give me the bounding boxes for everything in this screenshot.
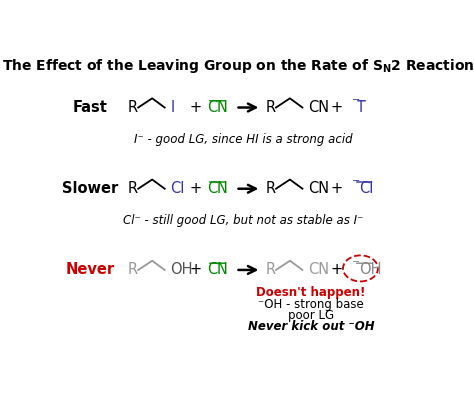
Text: OH: OH [171, 262, 193, 277]
Text: ⁻OH - strong base: ⁻OH - strong base [258, 298, 364, 311]
Text: Fast: Fast [73, 100, 108, 115]
Text: N: N [217, 100, 228, 115]
Text: CN: CN [308, 262, 329, 277]
Text: I: I [359, 100, 363, 115]
Text: +: + [330, 262, 343, 277]
Text: Slower: Slower [63, 181, 118, 196]
Text: R: R [128, 100, 138, 115]
Text: Cl: Cl [171, 181, 185, 196]
Text: +: + [330, 181, 343, 196]
Text: Doesn't happen!: Doesn't happen! [256, 285, 365, 298]
Text: CN: CN [308, 181, 329, 196]
Text: The Effect of the Leaving Group on the Rate of $\mathregular{S_N}$2 Reactions: The Effect of the Leaving Group on the R… [2, 57, 474, 75]
Text: C: C [207, 100, 218, 115]
Text: OH: OH [359, 262, 381, 277]
Text: poor LG: poor LG [288, 309, 334, 322]
Text: Never kick out ⁻OH: Never kick out ⁻OH [247, 320, 374, 333]
Text: N: N [217, 262, 228, 277]
Text: R: R [266, 181, 276, 196]
Text: C: C [207, 262, 218, 277]
Text: Cl: Cl [359, 181, 373, 196]
Text: +: + [189, 100, 201, 115]
Text: I⁻ - good LG, since HI is a strong acid: I⁻ - good LG, since HI is a strong acid [134, 133, 352, 146]
Text: N: N [217, 181, 228, 196]
Text: I: I [171, 100, 175, 115]
Text: C: C [207, 181, 218, 196]
Text: Never: Never [66, 262, 115, 277]
Text: R: R [266, 262, 276, 277]
Text: +: + [189, 262, 201, 277]
Text: R: R [266, 100, 276, 115]
Text: Cl⁻ - still good LG, but not as stable as I⁻: Cl⁻ - still good LG, but not as stable a… [123, 215, 363, 227]
Text: +: + [189, 181, 201, 196]
Text: R: R [128, 181, 138, 196]
Text: CN: CN [308, 100, 329, 115]
Text: R: R [128, 262, 138, 277]
Text: −: − [352, 95, 360, 105]
Text: −: − [352, 176, 360, 186]
Text: −: − [352, 257, 360, 267]
Text: +: + [330, 100, 343, 115]
